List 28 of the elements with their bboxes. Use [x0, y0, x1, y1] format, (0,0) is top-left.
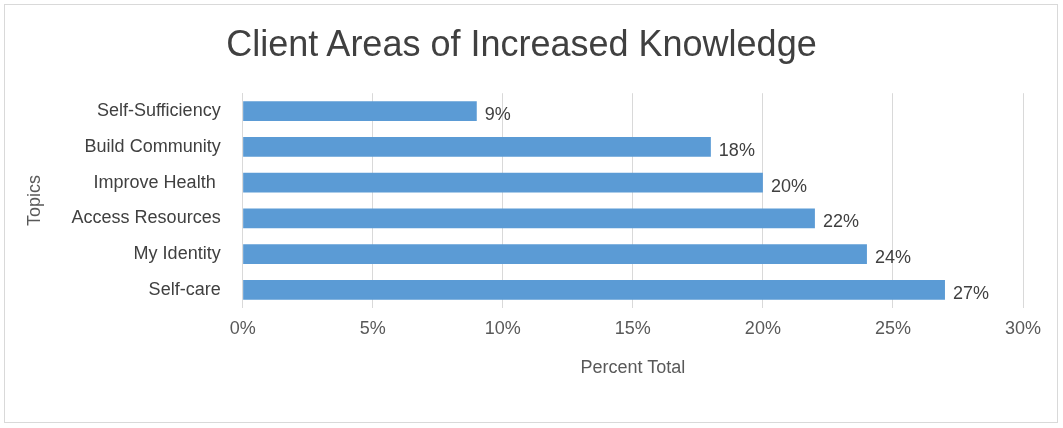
- data-label: 18%: [718, 139, 755, 160]
- y-tick-label: Self-Sufficiency: [96, 100, 221, 121]
- chart-title: Client Areas of Increased Knowledge: [226, 22, 817, 64]
- x-tick-label: 10%: [484, 317, 521, 338]
- bar: [243, 280, 945, 300]
- data-label: 27%: [952, 282, 989, 303]
- y-tick-label: My Identity: [133, 243, 221, 264]
- data-label: 24%: [874, 247, 911, 268]
- y-tick-label: Build Community: [84, 135, 221, 156]
- x-tick-label: 30%: [1004, 317, 1042, 338]
- bar: [243, 137, 711, 157]
- bar: [243, 101, 477, 121]
- x-tick-label: 0%: [229, 317, 256, 338]
- y-tick-label: Access Resources: [71, 207, 221, 228]
- data-label: 9%: [484, 104, 511, 125]
- data-label: 22%: [822, 211, 859, 232]
- y-tick-label: Improve Health: [93, 171, 221, 192]
- x-tick-label: 5%: [359, 317, 386, 338]
- bar: [243, 244, 867, 264]
- x-tick-label: 20%: [744, 317, 781, 338]
- y-axis-title: Topics: [23, 174, 44, 227]
- bar: [243, 208, 815, 229]
- data-label: 20%: [770, 175, 807, 196]
- x-tick-label: 15%: [614, 317, 651, 338]
- x-axis-title: Percent Total: [580, 357, 686, 378]
- x-tick-label: 25%: [874, 317, 911, 338]
- bar: [243, 172, 763, 193]
- y-tick-label: Self-care: [148, 278, 221, 299]
